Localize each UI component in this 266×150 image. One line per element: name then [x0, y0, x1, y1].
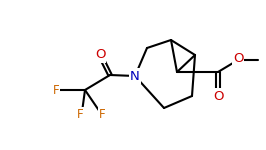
Text: F: F — [77, 108, 83, 120]
Text: F: F — [53, 84, 59, 96]
Text: O: O — [233, 52, 243, 66]
Text: O: O — [213, 90, 223, 102]
Text: N: N — [130, 69, 140, 82]
Text: F: F — [99, 108, 105, 120]
Text: O: O — [95, 48, 105, 62]
